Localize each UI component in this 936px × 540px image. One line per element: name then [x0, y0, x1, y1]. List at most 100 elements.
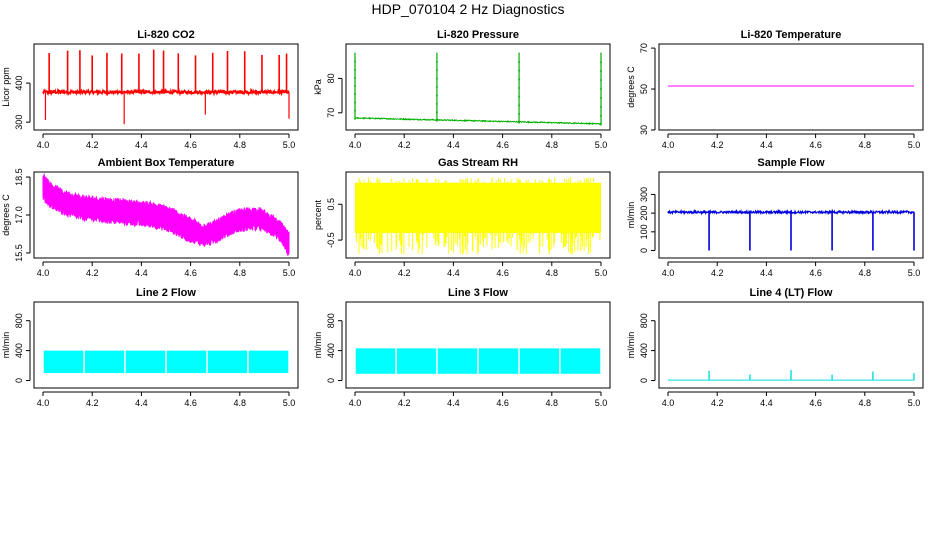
series-band — [437, 348, 478, 374]
y-tick-label: 800 — [326, 313, 336, 328]
series-band — [478, 348, 519, 374]
x-tick-label: 4.6 — [184, 268, 197, 278]
y-axis-label: percent — [313, 199, 323, 230]
plot-frame — [345, 171, 611, 259]
x-tick-label: 4.2 — [711, 140, 724, 150]
x-tick-label: 4.4 — [135, 398, 148, 408]
series-line — [355, 116, 602, 126]
panel-title: Line 2 Flow — [136, 287, 196, 299]
panel-title: Li-820 Temperature — [741, 29, 842, 41]
x-tick-label: 5.0 — [283, 140, 296, 150]
spike-point — [436, 77, 438, 80]
y-tick-label: 100 — [639, 224, 649, 239]
panel-line-4-lt-flow: Line 4 (LT) Flow ml/min 4.0 4.2 4.4 4.6 4.8 5.0… — [626, 287, 924, 408]
y-tick-label: 300 — [14, 115, 24, 130]
x-tick-label: 4.2 — [86, 140, 99, 150]
y-tick-label: 18.5 — [14, 168, 24, 186]
y-axis-label: ml/min — [626, 202, 636, 229]
x-tick-label: 4.0 — [349, 268, 362, 278]
spike-point — [518, 87, 520, 89]
x-tick-label: 4.8 — [546, 268, 559, 278]
x-tick-label: 4.4 — [447, 140, 460, 150]
spike-point — [436, 94, 438, 97]
panel-ambient-box-temperature: Ambient Box Temperature degrees C 4.0 4.2 4.… — [1, 157, 299, 278]
y-tick-label: 15.5 — [14, 244, 24, 262]
y-axis-label: ml/min — [313, 332, 323, 359]
x-tick-label: 5.0 — [283, 398, 296, 408]
panel-sample-flow: Sample Flow ml/min 4.0 4.2 4.4 4.6 4.8 5.0 0 100 2… — [626, 157, 924, 278]
x-tick-label: 4.0 — [662, 398, 675, 408]
y-tick-label: 400 — [14, 343, 24, 358]
spike-point — [354, 101, 356, 104]
x-tick-label: 5.0 — [595, 268, 608, 278]
series-band — [519, 348, 560, 374]
spike-point — [354, 77, 356, 79]
spike-point — [600, 79, 602, 81]
series-line-4-lt-flow — [668, 370, 915, 381]
x-tick-label: 4.4 — [760, 268, 773, 278]
spike-point — [354, 85, 356, 87]
panel-title: Li-820 CO2 — [137, 29, 194, 41]
y-tick-label: 800 — [14, 313, 24, 328]
x-tick-label: 4.4 — [135, 140, 148, 150]
y-tick-label: 0.5 — [326, 198, 336, 211]
y-tick-label: 300 — [639, 187, 649, 202]
series-ambient-box-temperature — [42, 172, 290, 256]
y-tick-label: 0 — [639, 378, 649, 383]
x-tick-label: 5.0 — [908, 268, 921, 278]
spike-point — [354, 117, 356, 120]
plot-frame — [345, 43, 611, 131]
y-tick-label: 80 — [326, 73, 336, 83]
x-tick-label: 4.2 — [711, 398, 724, 408]
plot-frame — [345, 301, 611, 389]
x-tick-label: 5.0 — [283, 268, 296, 278]
panel-li-820-pressure: Li-820 Pressure kPa 4.0 4.2 4.4 4.6 4.8 5.0 70 80 — [313, 29, 611, 150]
x-tick-label: 4.6 — [809, 268, 822, 278]
x-tick-label: 4.0 — [37, 140, 50, 150]
y-tick-label: 70 — [639, 43, 649, 53]
plot-frame — [658, 171, 924, 259]
x-tick-label: 4.2 — [398, 268, 411, 278]
y-axis-label: degrees C — [1, 194, 11, 236]
x-tick-label: 4.4 — [135, 268, 148, 278]
y-axis-label: ml/min — [1, 332, 11, 359]
plot-frame — [658, 43, 924, 131]
y-tick-label: 17.0 — [14, 206, 24, 224]
x-tick-label: 5.0 — [595, 398, 608, 408]
plot-frame — [33, 43, 299, 131]
x-tick-label: 4.6 — [809, 140, 822, 150]
y-axis-label: Licor ppm — [1, 67, 11, 107]
x-tick-label: 4.2 — [398, 140, 411, 150]
x-tick-label: 5.0 — [908, 140, 921, 150]
spike-point — [354, 68, 356, 71]
panel-title: Line 3 Flow — [448, 287, 508, 299]
spike-point — [354, 60, 356, 63]
series-line-3-flow — [355, 348, 601, 374]
y-axis-label: degrees C — [626, 66, 636, 108]
y-axis-label: kPa — [313, 79, 323, 95]
series-band — [355, 182, 601, 233]
x-tick-label: 4.8 — [234, 140, 247, 150]
x-tick-label: 4.4 — [447, 268, 460, 278]
x-tick-label: 5.0 — [595, 140, 608, 150]
y-tick-label: -0.5 — [326, 232, 336, 248]
x-tick-label: 4.8 — [234, 268, 247, 278]
x-tick-label: 4.6 — [809, 398, 822, 408]
y-tick-label: 70 — [326, 108, 336, 118]
y-tick-label: 0 — [639, 248, 649, 253]
panel-title: Li-820 Pressure — [437, 29, 519, 41]
spike-point — [518, 95, 520, 98]
x-tick-label: 4.0 — [37, 398, 50, 408]
series-li-820-co2 — [42, 49, 290, 125]
x-tick-label: 4.2 — [711, 268, 724, 278]
x-tick-label: 4.2 — [86, 398, 99, 408]
x-tick-label: 4.4 — [760, 398, 773, 408]
series-line — [42, 87, 290, 97]
plot-frame — [658, 301, 924, 389]
spike-point — [436, 61, 438, 63]
x-tick-label: 4.8 — [859, 140, 872, 150]
spike-point — [518, 121, 520, 124]
figure-title: HDP_070104 2 Hz Diagnostics — [371, 1, 565, 17]
spike-point — [436, 111, 438, 114]
